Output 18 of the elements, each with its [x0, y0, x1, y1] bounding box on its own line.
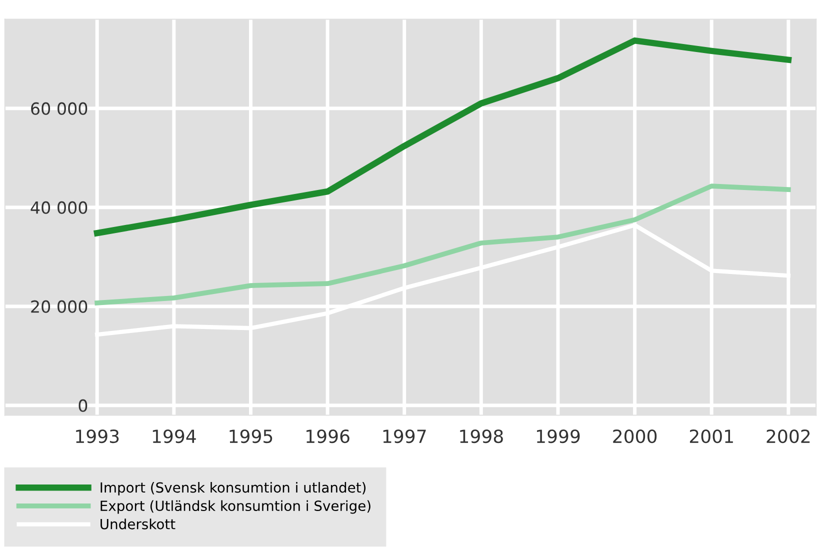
legend-label: Import (Svensk konsumtion i utlandet) [100, 482, 366, 496]
x-tick-label: 2000 [613, 429, 657, 444]
x-tick-label: 1998 [460, 429, 503, 444]
y-tick-label: 20 000 [31, 300, 88, 313]
y-tick-label: 60 000 [31, 102, 88, 115]
x-tick-label: 1994 [152, 429, 196, 444]
line-series [94, 184, 791, 306]
x-tick-label: 2002 [766, 429, 810, 444]
legend-label: Export (Utländsk konsumtion i Sverige) [100, 500, 370, 514]
x-tick-label: 1995 [230, 429, 272, 444]
legend-label: Underskott [100, 518, 176, 530]
x-tick-label: 2001 [690, 429, 733, 444]
x-tick-label: 1996 [306, 429, 350, 444]
x-tick-label: 1997 [383, 429, 426, 444]
y-tick-label: 40 000 [30, 201, 88, 214]
x-tick-label: 1999 [536, 429, 580, 444]
x-tick-label: 1993 [76, 429, 119, 444]
y-tick-label: 0 [78, 399, 88, 412]
